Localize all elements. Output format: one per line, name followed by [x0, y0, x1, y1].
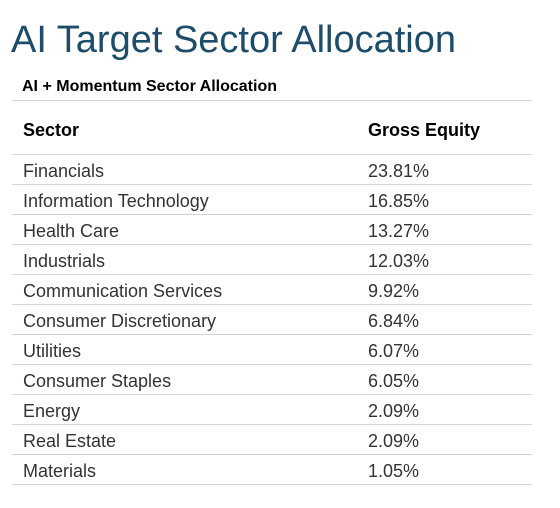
gross-equity-cell: 23.81% [368, 161, 430, 181]
gross-equity-cell: 6.05% [368, 371, 420, 391]
gross-equity-cell: 6.84% [368, 311, 420, 331]
table-row: Energy 2.09% [12, 395, 532, 425]
sector-cell: Consumer Staples [23, 371, 172, 391]
gross-equity-cell: 16.85% [368, 191, 430, 211]
table-row: Utilities 6.07% [12, 335, 532, 365]
sector-cell: Industrials [23, 251, 106, 271]
table-row: Information Technology 16.85% [12, 185, 532, 215]
gross-equity-cell: 6.07% [368, 341, 420, 361]
table-row: Consumer Staples 6.05% [12, 365, 532, 395]
table-row: Materials 1.05% [12, 455, 532, 485]
sector-cell: Energy [23, 401, 81, 421]
table-row: Consumer Discretionary 6.84% [12, 305, 532, 335]
sector-cell: Real Estate [23, 431, 117, 451]
gross-equity-cell: 9.92% [368, 281, 420, 301]
sector-allocation-table: Sector Gross Equity Financials 23.81% In… [12, 100, 532, 485]
page-title: AI Target Sector Allocation [11, 19, 456, 61]
table-row: Real Estate 2.09% [12, 425, 532, 455]
sector-cell: Materials [23, 461, 97, 481]
sector-cell: Utilities [23, 341, 82, 361]
table-header-row: Sector Gross Equity [12, 100, 532, 155]
table-row: Financials 23.81% [12, 155, 532, 185]
sector-cell: Information Technology [23, 191, 209, 211]
table-row: Communication Services 9.92% [12, 275, 532, 305]
gross-equity-cell: 2.09% [368, 401, 420, 421]
header-gross-equity: Gross Equity [368, 120, 481, 140]
gross-equity-cell: 2.09% [368, 431, 420, 451]
sector-cell: Health Care [23, 221, 120, 241]
gross-equity-cell: 13.27% [368, 221, 430, 241]
table-row: Industrials 12.03% [12, 245, 532, 275]
sector-cell: Communication Services [23, 281, 223, 301]
table-row: Health Care 13.27% [12, 215, 532, 245]
sector-cell: Financials [23, 161, 105, 181]
sector-cell: Consumer Discretionary [23, 311, 217, 331]
header-sector: Sector [23, 120, 80, 140]
table-caption: AI + Momentum Sector Allocation [22, 78, 277, 95]
gross-equity-cell: 12.03% [368, 251, 430, 271]
gross-equity-cell: 1.05% [368, 461, 420, 481]
